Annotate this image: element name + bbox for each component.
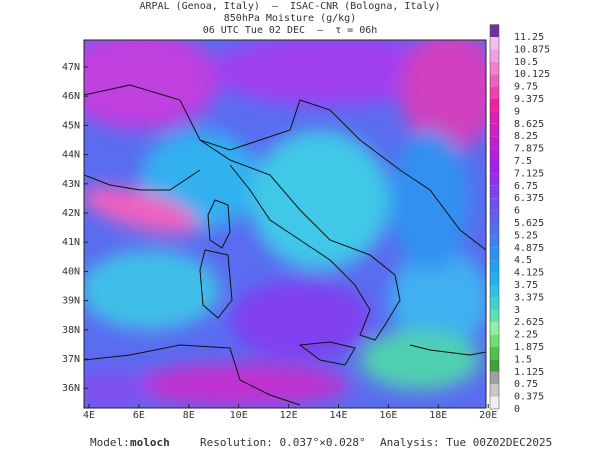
colorbar-swatch bbox=[490, 223, 499, 236]
colorbar-swatch bbox=[490, 86, 499, 99]
lon-label: 4E bbox=[83, 410, 95, 421]
lat-label: 45N bbox=[62, 120, 80, 131]
colorbar-swatch bbox=[490, 396, 499, 409]
colorbar-swatch bbox=[490, 272, 499, 285]
colorbar-swatch bbox=[490, 285, 499, 298]
colorbar-label: 5.625 bbox=[514, 218, 544, 229]
lon-label: 10E bbox=[230, 410, 248, 421]
colorbar-label: 7.875 bbox=[514, 144, 544, 155]
colorbar-swatch bbox=[490, 235, 499, 248]
lat-label: 44N bbox=[62, 150, 80, 161]
lat-label: 36N bbox=[62, 383, 80, 394]
colorbar-label: 11.25 bbox=[514, 32, 544, 43]
lon-label: 20E bbox=[479, 410, 497, 421]
colorbar-swatch bbox=[490, 322, 499, 335]
colorbar-label: 3.375 bbox=[514, 292, 544, 303]
colorbar-label: 4.5 bbox=[514, 255, 532, 266]
colorbar-swatch bbox=[490, 198, 499, 211]
colorbar-label: 9.375 bbox=[514, 94, 544, 105]
colorbar-swatch bbox=[490, 161, 499, 174]
colorbar-frame bbox=[489, 24, 500, 410]
colorbar-label: 10.5 bbox=[514, 57, 538, 68]
footer-text: moloch bbox=[130, 436, 170, 449]
colorbar-swatch bbox=[490, 210, 499, 223]
colorbar-label: 4.875 bbox=[514, 243, 544, 254]
colorbar-label: 6.375 bbox=[514, 193, 544, 204]
lon-label: 12E bbox=[280, 410, 298, 421]
lat-label: 39N bbox=[62, 296, 80, 307]
colorbar-label: 10.125 bbox=[514, 69, 550, 80]
lat-label: 47N bbox=[62, 62, 80, 73]
colorbar-swatch bbox=[490, 123, 499, 137]
colorbar-label: 9 bbox=[514, 106, 520, 117]
lon-label: 18E bbox=[429, 410, 447, 421]
colorbar-swatch bbox=[490, 173, 499, 186]
colorbar-label: 1.125 bbox=[514, 367, 544, 378]
lon-label: 6E bbox=[133, 410, 145, 421]
colorbar-label: 2.25 bbox=[514, 330, 538, 341]
colorbar-label: 2.625 bbox=[514, 317, 544, 328]
header-line: ARPAL (Genoa, Italy) – ISAC-CNR (Bologna… bbox=[139, 1, 440, 12]
lat-label: 42N bbox=[62, 208, 80, 219]
colorbar-label: 8.625 bbox=[514, 119, 544, 130]
lat-label: 38N bbox=[62, 325, 80, 336]
lat-label: 46N bbox=[62, 91, 80, 102]
footer-text: Analysis: Tue 00Z02DEC2025 bbox=[380, 436, 552, 449]
lon-label: 14E bbox=[329, 410, 347, 421]
lat-label: 37N bbox=[62, 354, 80, 365]
colorbar-label: 0.75 bbox=[514, 379, 538, 390]
colorbar-label: 3 bbox=[514, 305, 520, 316]
colorbar-swatch bbox=[490, 49, 499, 62]
colorbar-label: 3.75 bbox=[514, 280, 538, 291]
colorbar-swatch bbox=[490, 347, 499, 360]
header-line: 06 UTC Tue 02 DEC – τ = 06h bbox=[203, 25, 378, 36]
colorbar-label: 0.375 bbox=[514, 392, 544, 403]
colorbar-swatch bbox=[490, 74, 499, 87]
colorbar-label: 10.875 bbox=[514, 44, 550, 55]
colorbar-swatch bbox=[490, 359, 499, 372]
colorbar-swatch bbox=[490, 247, 499, 261]
footer-text: Model: bbox=[90, 436, 130, 449]
colorbar-label: 7.125 bbox=[514, 168, 544, 179]
colorbar-label: 7.5 bbox=[514, 156, 532, 167]
colorbar-swatch bbox=[490, 371, 499, 385]
colorbar-label: 1.875 bbox=[514, 342, 544, 353]
colorbar-swatch bbox=[490, 334, 499, 347]
coastlines bbox=[84, 84, 486, 406]
colorbar-swatch bbox=[490, 384, 499, 397]
lat-label: 43N bbox=[62, 179, 80, 190]
moisture-field bbox=[84, 40, 486, 408]
colorbar-swatch bbox=[490, 24, 499, 37]
colorbar-swatch bbox=[490, 136, 499, 149]
lat-label: 40N bbox=[62, 266, 80, 277]
colorbar-swatch bbox=[490, 111, 499, 124]
header-line: 850hPa Moisture (g/kg) bbox=[224, 13, 356, 24]
colorbar-label: 8.25 bbox=[514, 131, 538, 142]
colorbar-label: 9.75 bbox=[514, 82, 538, 93]
colorbar-label: 6.75 bbox=[514, 181, 538, 192]
lon-label: 16E bbox=[379, 410, 397, 421]
colorbar-label: 0 bbox=[514, 404, 520, 415]
colorbar-swatch bbox=[490, 185, 499, 199]
map-frame bbox=[83, 39, 487, 409]
colorbar-swatch bbox=[490, 61, 499, 75]
lon-label: 8E bbox=[183, 410, 195, 421]
colorbar-label: 4.125 bbox=[514, 268, 544, 279]
colorbar-swatch bbox=[490, 99, 499, 112]
colorbar-label: 1.5 bbox=[514, 354, 532, 365]
footer-text: Resolution: 0.037°×0.028° bbox=[200, 436, 366, 449]
colorbar-swatch bbox=[490, 148, 499, 161]
colorbar-label: 5.25 bbox=[514, 230, 538, 241]
colorbar-label: 6 bbox=[514, 206, 520, 217]
colorbar-swatch bbox=[490, 309, 499, 323]
lat-label: 41N bbox=[62, 237, 80, 248]
colorbar-swatch bbox=[490, 297, 499, 310]
colorbar-swatch bbox=[490, 37, 499, 50]
colorbar-swatch bbox=[490, 260, 499, 273]
